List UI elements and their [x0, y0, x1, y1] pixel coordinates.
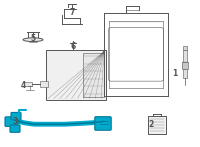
Text: 1: 1 — [172, 69, 178, 78]
Text: 6: 6 — [70, 42, 76, 51]
FancyBboxPatch shape — [109, 28, 163, 81]
FancyBboxPatch shape — [5, 117, 18, 126]
FancyBboxPatch shape — [183, 46, 187, 50]
FancyBboxPatch shape — [148, 116, 166, 134]
FancyBboxPatch shape — [95, 117, 111, 130]
Text: 4: 4 — [20, 81, 26, 90]
FancyBboxPatch shape — [183, 50, 187, 62]
FancyBboxPatch shape — [10, 125, 20, 132]
FancyBboxPatch shape — [40, 81, 48, 87]
Text: 5: 5 — [30, 34, 36, 44]
FancyBboxPatch shape — [24, 82, 32, 86]
FancyBboxPatch shape — [11, 112, 21, 120]
Ellipse shape — [23, 38, 43, 42]
FancyBboxPatch shape — [46, 50, 106, 100]
Text: 7: 7 — [69, 8, 75, 17]
FancyBboxPatch shape — [183, 69, 187, 78]
Text: 3: 3 — [12, 117, 18, 126]
FancyBboxPatch shape — [182, 62, 188, 69]
FancyBboxPatch shape — [83, 53, 104, 97]
Text: 2: 2 — [148, 120, 154, 129]
